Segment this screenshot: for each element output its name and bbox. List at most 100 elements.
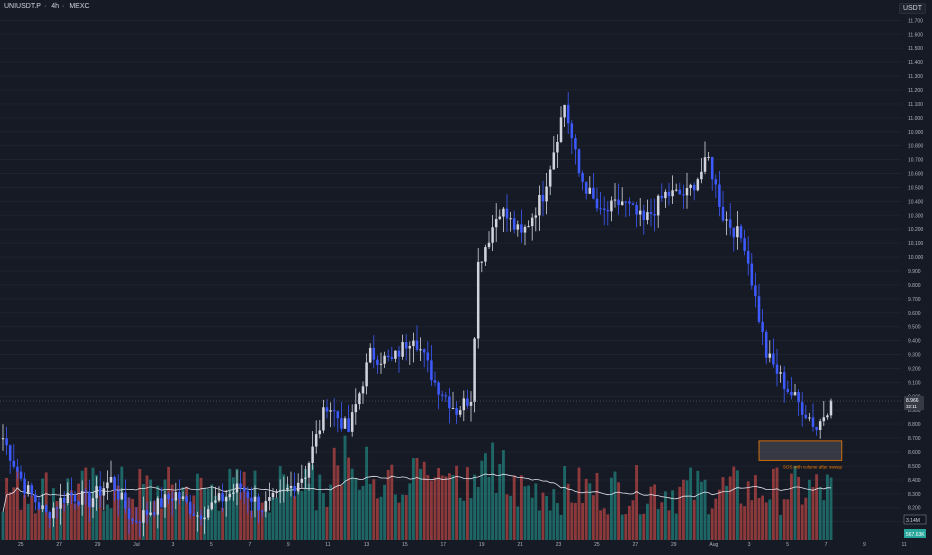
y-tick-label: 8.700: [908, 436, 921, 442]
candle-body: [113, 476, 116, 491]
candles: [1, 92, 833, 537]
candle-body: [538, 195, 541, 216]
x-tick-label: 7: [248, 542, 251, 548]
candle-body: [527, 226, 530, 228]
volume-bar: [73, 503, 77, 540]
candle-body: [559, 117, 563, 142]
volume-bar: [617, 482, 621, 540]
candle-body: [556, 141, 559, 153]
candle-body: [188, 501, 192, 514]
candle-body: [793, 392, 797, 396]
candle-body: [800, 402, 804, 415]
candle-body: [725, 219, 728, 221]
candle-body: [80, 491, 84, 505]
candle-body: [275, 491, 278, 493]
volume-bar: [498, 463, 502, 540]
x-tick-label: 9: [287, 542, 290, 548]
y-tick-label: 11.300: [908, 74, 923, 80]
volume-bar: [660, 502, 664, 540]
y-tick-label: 8.800: [908, 422, 921, 428]
candle-body: [710, 156, 714, 180]
volume-bar: [33, 513, 37, 540]
candle-body: [228, 493, 232, 498]
candle-body: [419, 349, 422, 351]
candle-body: [732, 227, 736, 238]
candle-body: [343, 418, 347, 429]
volume-bar: [15, 469, 19, 540]
x-tick-label: 25: [594, 542, 600, 548]
candle-body: [250, 497, 253, 502]
volume-bar: [69, 490, 73, 540]
volume-bar: [26, 503, 30, 540]
volume-bar: [516, 506, 520, 540]
candle-body: [667, 191, 671, 197]
volume-bar: [415, 457, 419, 540]
volume-bar: [303, 468, 307, 540]
candle-body: [314, 434, 318, 447]
symbol-name[interactable]: UNIUSDT.P: [4, 3, 41, 10]
volume-bar: [210, 484, 214, 540]
volume-bar: [159, 508, 163, 540]
candle-body: [340, 418, 343, 429]
volume-bar: [624, 514, 628, 540]
candle-body: [138, 522, 142, 524]
volume-bar: [714, 498, 718, 540]
volume-bar: [318, 474, 322, 540]
volume-bar: [541, 492, 545, 540]
volume-bar: [606, 514, 610, 540]
candle-body: [682, 194, 685, 196]
volume-bar: [573, 502, 577, 540]
volume-bar: [213, 495, 217, 540]
candle-body: [12, 460, 16, 467]
candle-body: [728, 219, 732, 228]
volume-bar: [339, 485, 343, 540]
candle-body: [689, 184, 692, 189]
candle-body: [570, 123, 574, 139]
volume-bar: [710, 508, 714, 540]
volume-bar: [480, 460, 484, 540]
candle-body: [210, 502, 214, 510]
candle-body: [422, 349, 426, 353]
candle-body: [152, 512, 156, 515]
volume-bar: [120, 466, 124, 540]
volume-bar: [685, 480, 689, 540]
volume-bar: [307, 483, 311, 540]
candle-body: [116, 490, 120, 500]
candle-body: [826, 415, 829, 418]
volume-bar: [595, 472, 599, 540]
candle-body: [48, 512, 52, 519]
volume-value-label: 3.14M: [906, 518, 920, 524]
candle-body: [455, 408, 458, 415]
candle-body: [62, 497, 66, 503]
volume-bar: [98, 494, 102, 540]
candle-body: [581, 173, 584, 182]
x-tick-label: 23: [556, 542, 562, 548]
candle-body: [750, 263, 754, 286]
candle-body: [552, 152, 556, 170]
candle-body: [718, 184, 721, 207]
volume-bar: [271, 497, 275, 540]
volume-bar: [509, 495, 513, 540]
candle-body: [134, 520, 138, 523]
interval-label[interactable]: 4h: [51, 3, 60, 10]
last-price-badge: [904, 396, 924, 411]
candle-body: [656, 195, 660, 216]
y-tick-label: 9.500: [908, 325, 921, 331]
candle-body: [376, 359, 379, 365]
volume-bar: [818, 486, 822, 540]
candle-body: [757, 296, 761, 322]
volume-ma-label: 567.63K: [906, 532, 925, 538]
candle-body: [66, 492, 70, 503]
y-tick-label: 10.300: [908, 213, 924, 219]
candle-body: [746, 250, 750, 264]
volume-bar: [188, 508, 192, 540]
candle-body: [44, 505, 48, 513]
x-tick-label: 17: [441, 542, 447, 548]
currency-badge[interactable]: USDT: [898, 3, 926, 14]
candle-body: [55, 507, 59, 509]
candle-body: [59, 497, 62, 509]
volume-bar: [102, 510, 106, 540]
candle-body: [412, 340, 415, 347]
